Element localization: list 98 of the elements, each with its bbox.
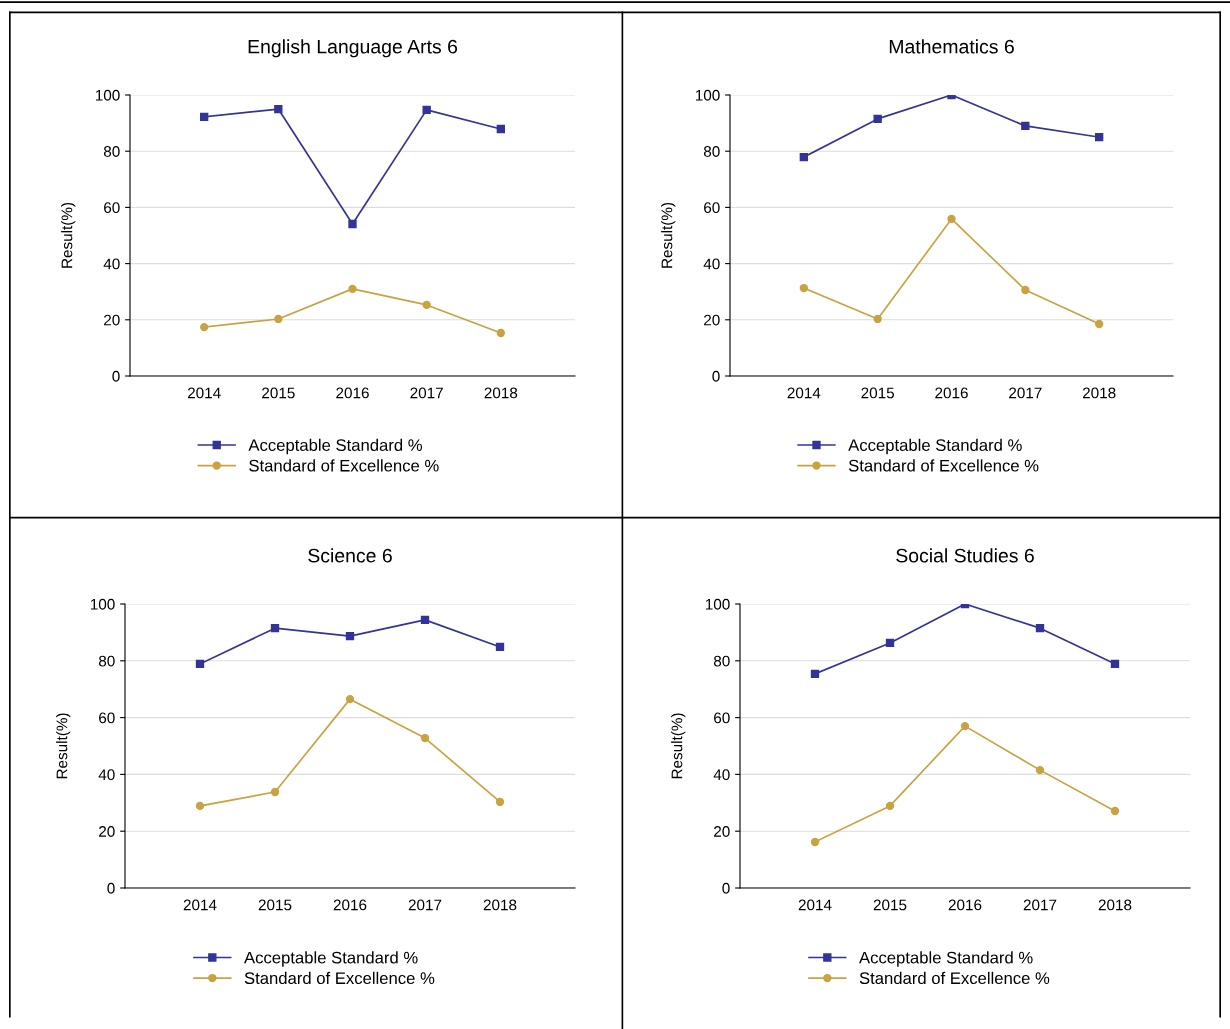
y-tick-label: 40: [713, 769, 730, 781]
point: [495, 797, 505, 807]
point: [345, 694, 355, 704]
x-tick-label: 2018: [483, 899, 517, 911]
point: [199, 322, 209, 332]
legend-label: Standard of Excellence %: [249, 459, 439, 472]
y-tick-label: 60: [104, 202, 120, 214]
y-tick-label: 60: [704, 202, 720, 214]
y-tick-label: 80: [713, 655, 730, 667]
y-tick-label: 100: [705, 598, 730, 610]
y-tick-label: 60: [714, 712, 730, 724]
point: [1035, 765, 1045, 775]
x-tick-label: 2015: [262, 387, 295, 399]
point: [496, 328, 506, 338]
point: [873, 314, 882, 324]
x-tick-label: 2014: [187, 387, 221, 399]
point: [947, 214, 956, 224]
point: [496, 124, 506, 134]
y-tick-label: 0: [112, 370, 120, 382]
point: [195, 801, 205, 811]
point: [422, 105, 431, 115]
x-tick-label: 2017: [410, 387, 443, 399]
x-tick-label: 2015: [873, 899, 907, 911]
legend-label: Acceptable Standard %: [244, 951, 418, 967]
point: [270, 623, 280, 633]
legend-label: Standard of Excellence %: [859, 971, 1050, 985]
x-tick-label: 2017: [408, 899, 442, 911]
point: [810, 837, 820, 847]
point: [199, 112, 209, 122]
x-tick-label: 2015: [258, 899, 292, 911]
y-tick-label: 20: [99, 826, 115, 837]
point: [1021, 285, 1030, 295]
y-tick-label: 80: [103, 146, 120, 157]
y-axis-title: Result(%): [661, 202, 676, 268]
point: [495, 642, 505, 652]
chart-title: Social Studies 6: [896, 548, 1034, 563]
point: [1035, 623, 1045, 633]
y-tick-label: 40: [103, 258, 120, 270]
y-tick-label: 100: [695, 89, 720, 101]
x-tick-label: 2016: [935, 387, 968, 399]
point: [1021, 121, 1030, 131]
point: [1110, 806, 1120, 816]
x-tick-label: 2014: [798, 899, 832, 911]
point: [274, 104, 283, 114]
x-tick-label: 2014: [183, 899, 217, 911]
y-tick-label: 100: [95, 89, 120, 101]
point: [885, 801, 895, 811]
point: [422, 300, 431, 310]
point: [348, 219, 357, 229]
point: [345, 631, 355, 641]
y-tick-label: 20: [714, 826, 730, 837]
point: [1110, 659, 1120, 669]
chart-title: Science 6: [308, 548, 392, 563]
y-tick-label: 60: [99, 712, 115, 724]
y-tick-label: 100: [90, 598, 115, 610]
legend-label: Standard of Excellence %: [244, 971, 435, 985]
y-tick-label: 80: [703, 146, 720, 157]
point: [195, 659, 205, 669]
y-axis-title: Result(%): [61, 202, 76, 268]
y-tick-label: 0: [107, 882, 115, 894]
point: [420, 615, 430, 625]
y-tick-label: 40: [703, 258, 720, 270]
point: [810, 669, 820, 679]
chart-title: English Language Arts 6: [248, 39, 458, 58]
legend-label: Acceptable Standard %: [859, 951, 1033, 967]
x-tick-label: 2014: [787, 387, 821, 399]
x-tick-label: 2017: [1023, 899, 1057, 911]
point: [270, 787, 280, 797]
x-tick-label: 2018: [1098, 899, 1132, 911]
y-axis-title: Result(%): [56, 713, 71, 779]
y-tick-label: 0: [712, 370, 720, 382]
point: [799, 152, 809, 162]
legend-label: Acceptable Standard %: [848, 438, 1022, 455]
y-tick-label: 20: [104, 314, 120, 326]
legend-label: Acceptable Standard %: [248, 438, 422, 455]
x-tick-label: 2016: [336, 387, 369, 399]
point: [420, 733, 430, 743]
x-tick-label: 2016: [333, 899, 367, 911]
x-tick-label: 2017: [1009, 387, 1042, 399]
x-tick-label: 2018: [484, 387, 518, 399]
point: [1094, 319, 1104, 329]
y-axis-title: Result(%): [671, 713, 686, 779]
point: [1094, 132, 1104, 142]
x-tick-label: 2016: [948, 899, 982, 911]
y-tick-label: 80: [98, 655, 115, 667]
chart-title: Mathematics 6: [889, 39, 1014, 54]
point: [873, 114, 882, 124]
x-tick-label: 2015: [861, 387, 895, 399]
legend-label: Standard of Excellence %: [848, 459, 1039, 472]
point: [799, 283, 809, 293]
y-tick-label: 0: [722, 882, 730, 894]
x-tick-label: 2018: [1082, 387, 1116, 399]
point: [348, 284, 357, 294]
point: [274, 314, 283, 324]
point: [960, 721, 970, 731]
point: [885, 638, 895, 648]
y-tick-label: 40: [98, 769, 115, 781]
y-tick-label: 20: [704, 314, 720, 326]
